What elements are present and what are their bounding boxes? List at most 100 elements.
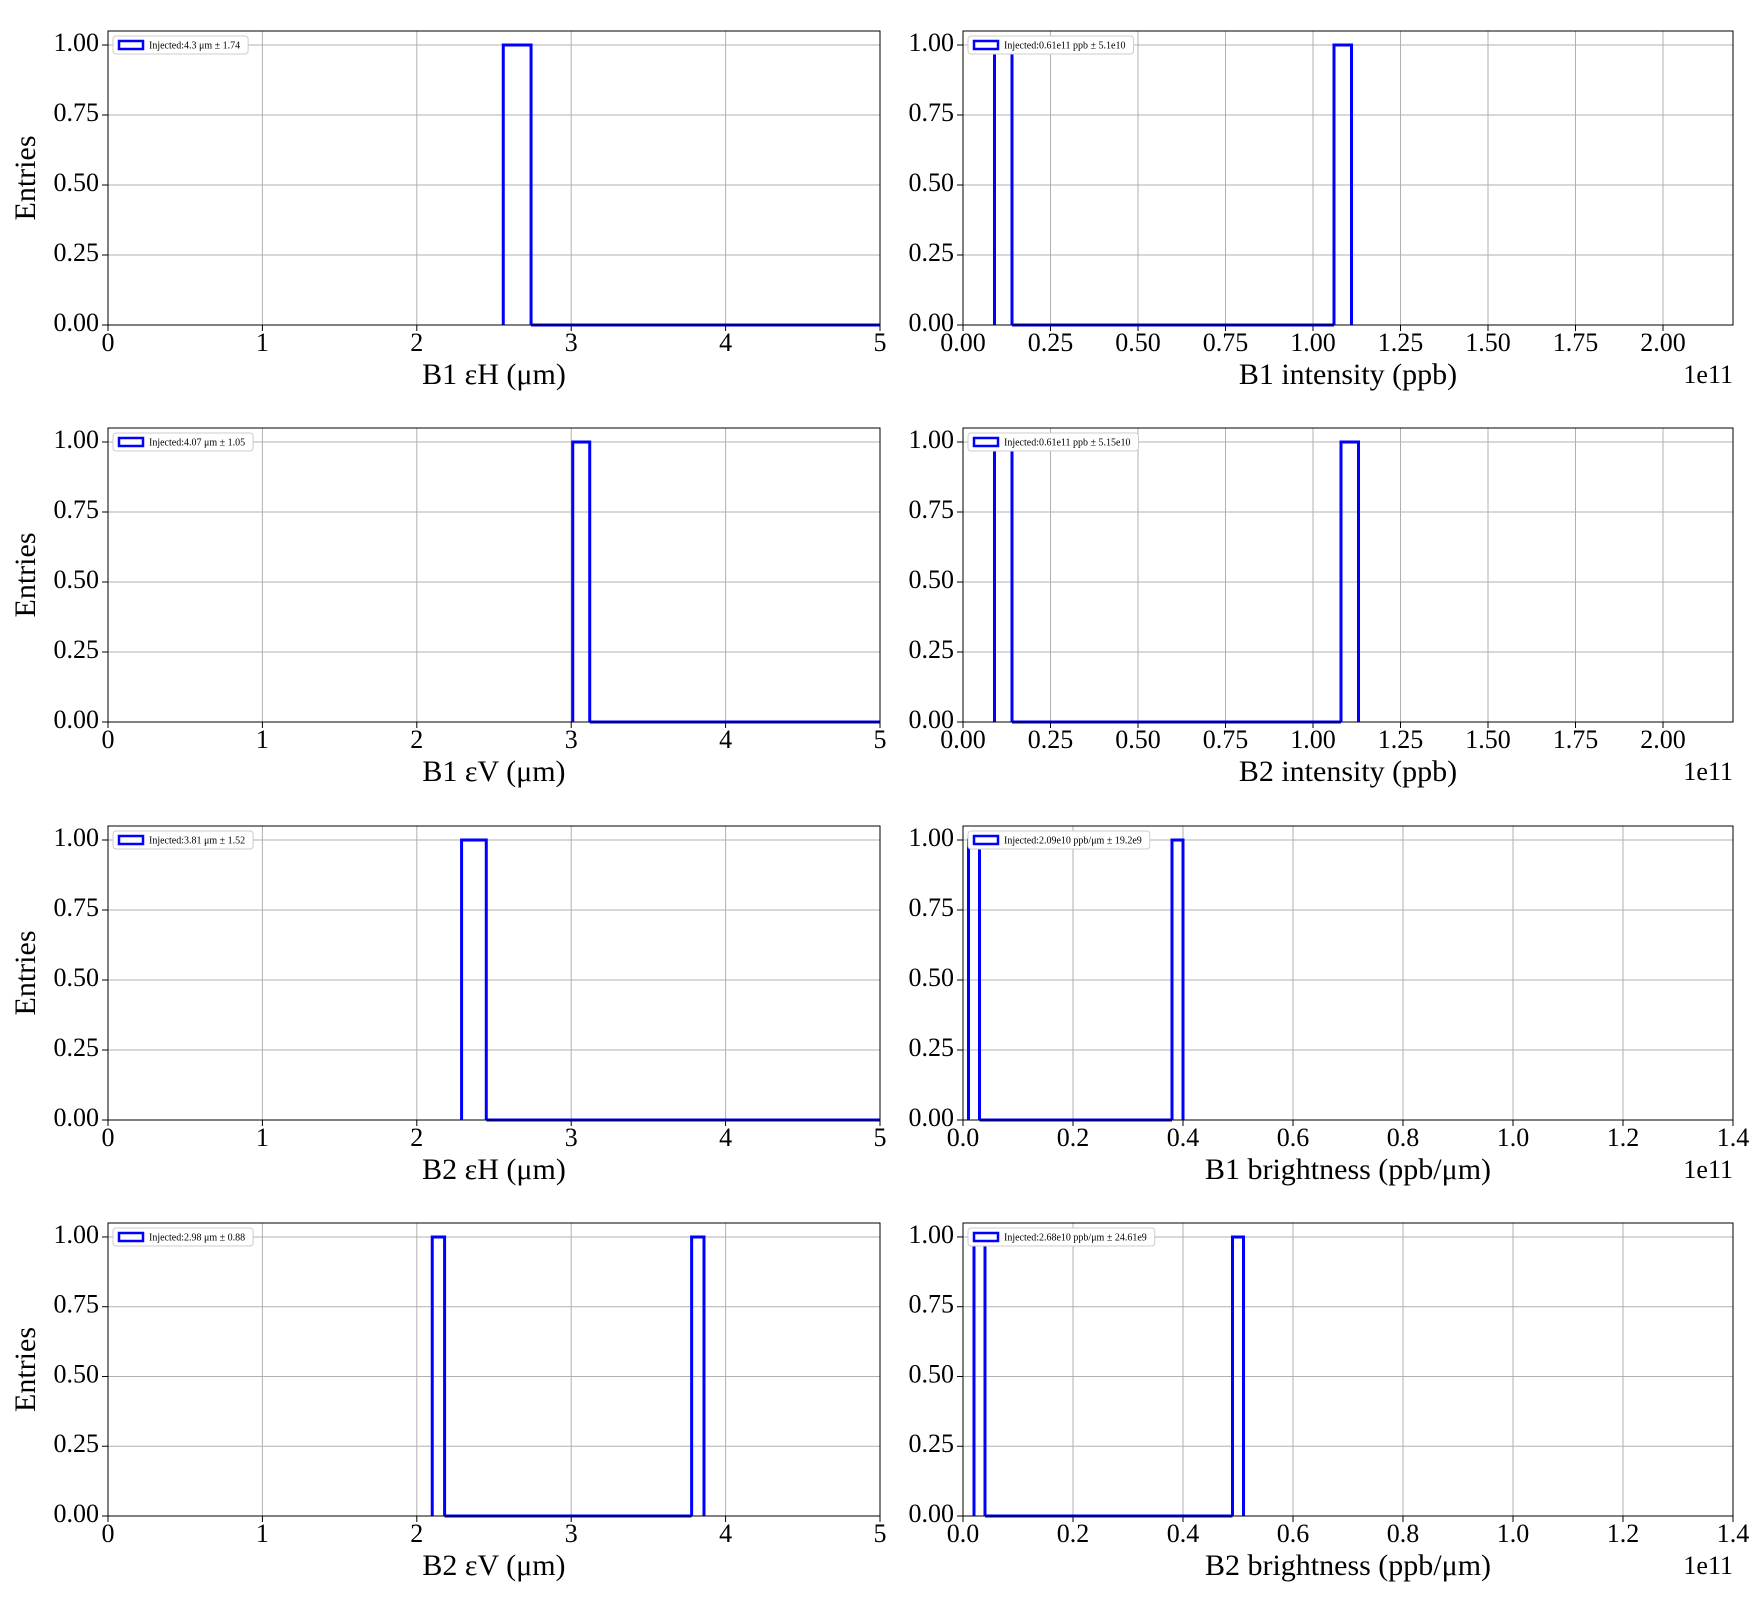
plot-area	[108, 31, 880, 325]
x-tick-label: 1	[256, 725, 269, 754]
legend-label: Injected:3.81 μm ± 1.52	[149, 835, 245, 846]
y-tick-label: 0.50	[54, 565, 100, 594]
y-tick-label: 0.75	[54, 1290, 100, 1319]
subplot: 0 1 2 3 4 5 0.00 0.25 0.50 0.75 1.00 B1 εH (μm) Entr…	[9, 28, 887, 391]
x-tick-label: 1.50	[1465, 328, 1511, 357]
plot-area	[963, 1223, 1733, 1516]
x-axis-label: B1 brightness (ppb/μm)	[1205, 1153, 1491, 1186]
legend-box	[112, 35, 249, 55]
x-tick-label: 0.8	[1387, 1123, 1420, 1152]
legend: Injected:0.61e11 ppb ± 5.15e10	[967, 432, 1139, 452]
x-tick-label: 0.6	[1277, 1123, 1310, 1152]
histogram-bin	[501, 43, 533, 325]
x-tick-label: 0.25	[1028, 725, 1074, 754]
legend-swatch	[972, 834, 1000, 846]
x-tick-label: 0.4	[1167, 1519, 1200, 1548]
offset-text: 1e11	[1683, 1551, 1733, 1580]
x-tick-label: 4	[719, 1519, 732, 1548]
axes-frame	[107, 30, 881, 326]
y-tick-label: 0.50	[909, 565, 955, 594]
histogram-bin	[460, 838, 488, 1120]
axes-frame	[962, 1222, 1734, 1517]
offset-text: 1e11	[1683, 360, 1733, 389]
histogram-bin	[571, 440, 592, 722]
legend: Injected:4.3 μm ± 1.74	[112, 35, 249, 55]
x-tick-label: 4	[719, 725, 732, 754]
x-tick-label: 3	[565, 1123, 578, 1152]
x-tick-label: 0.0	[947, 1519, 980, 1548]
legend-label: Injected:2.09e10 ppb/μm ± 19.2e9	[1004, 835, 1142, 846]
x-axis-label: B1 εV (μm)	[422, 755, 565, 788]
legend-label: Injected:4.07 μm ± 1.05	[149, 437, 245, 448]
y-tick-label: 0.00	[909, 308, 955, 337]
plot-area	[108, 428, 880, 722]
x-tick-label: 0	[102, 1123, 115, 1152]
subplot: 0 1 2 3 4 5 0.00 0.25 0.50 0.75 1.00 B2 εV (μm) Entr…	[9, 1220, 887, 1582]
legend-label: Injected:0.61e11 ppb ± 5.15e10	[1004, 437, 1130, 448]
x-tick-label: 0	[102, 1519, 115, 1548]
axes-frame	[107, 427, 881, 723]
plot-area	[963, 428, 1733, 722]
x-tick-label: 5	[874, 725, 887, 754]
x-tick-label: 0.8	[1387, 1519, 1420, 1548]
legend-label: Injected:0.61e11 ppb ± 5.1e10	[1004, 40, 1125, 51]
histogram-bin	[1231, 1235, 1245, 1516]
y-tick-label: 0.25	[909, 635, 955, 664]
legend-swatch	[117, 436, 145, 448]
legend-swatch	[972, 436, 1000, 448]
x-tick-label: 0.75	[1203, 328, 1249, 357]
x-tick-label: 0	[102, 328, 115, 357]
y-tick-label: 0.00	[909, 705, 955, 734]
y-axis-label: Entries	[9, 931, 42, 1016]
y-tick-label: 0.75	[909, 98, 955, 127]
legend: Injected:3.81 μm ± 1.52	[112, 830, 254, 850]
plot-area	[963, 826, 1733, 1120]
x-tick-label: 0.00	[940, 328, 986, 357]
legend: Injected:0.61e11 ppb ± 5.1e10	[967, 35, 1134, 55]
x-tick-label: 5	[874, 1123, 887, 1152]
histogram-bin	[1332, 43, 1353, 325]
x-tick-label: 1.4	[1717, 1519, 1750, 1548]
y-tick-label: 0.75	[909, 495, 955, 524]
plot-area	[108, 1223, 880, 1516]
x-tick-label: 1.50	[1465, 725, 1511, 754]
y-tick-label: 0.25	[54, 1033, 100, 1062]
axes-frame	[107, 825, 881, 1121]
x-tick-label: 4	[719, 1123, 732, 1152]
y-tick-label: 1.00	[54, 823, 100, 852]
axes-frame	[962, 30, 1734, 326]
x-tick-label: 0.0	[947, 1123, 980, 1152]
y-tick-label: 0.75	[909, 893, 955, 922]
legend: Injected:2.68e10 ppb/μm ± 24.61e9	[967, 1227, 1156, 1247]
x-tick-label: 1.25	[1378, 328, 1424, 357]
legend: Injected:2.98 μm ± 0.88	[112, 1227, 254, 1247]
legend: Injected:2.09e10 ppb/μm ± 19.2e9	[967, 830, 1151, 850]
axes-frame	[962, 427, 1734, 723]
x-axis-label: B2 εV (μm)	[422, 1549, 565, 1582]
legend-swatch	[972, 39, 1000, 51]
y-tick-label: 0.25	[54, 635, 100, 664]
y-tick-label: 0.25	[54, 1429, 100, 1458]
axes-frame	[107, 1222, 881, 1517]
legend-box	[967, 432, 1139, 452]
y-tick-label: 0.00	[909, 1499, 955, 1528]
x-tick-label: 2	[410, 1123, 423, 1152]
subplot: 0 1 2 3 4 5 0.00 0.25 0.50 0.75 1.00 B2 εH (μm) Entr…	[9, 823, 887, 1186]
y-tick-label: 0.75	[54, 893, 100, 922]
histogram-bin	[690, 1235, 706, 1516]
x-tick-label: 0.4	[1167, 1123, 1200, 1152]
legend-box	[112, 432, 254, 452]
y-axis-label: Entries	[9, 1327, 42, 1412]
y-tick-label: 0.00	[54, 1103, 100, 1132]
x-tick-label: 4	[719, 328, 732, 357]
x-tick-label: 1.2	[1607, 1123, 1640, 1152]
x-tick-label: 0.25	[1028, 328, 1074, 357]
x-tick-label: 0.00	[940, 725, 986, 754]
x-tick-label: 5	[874, 328, 887, 357]
x-tick-label: 1.0	[1497, 1519, 1530, 1548]
legend-box	[967, 830, 1151, 850]
x-tick-label: 0.50	[1115, 725, 1161, 754]
plot-area	[108, 826, 880, 1120]
x-tick-label: 3	[565, 1519, 578, 1548]
